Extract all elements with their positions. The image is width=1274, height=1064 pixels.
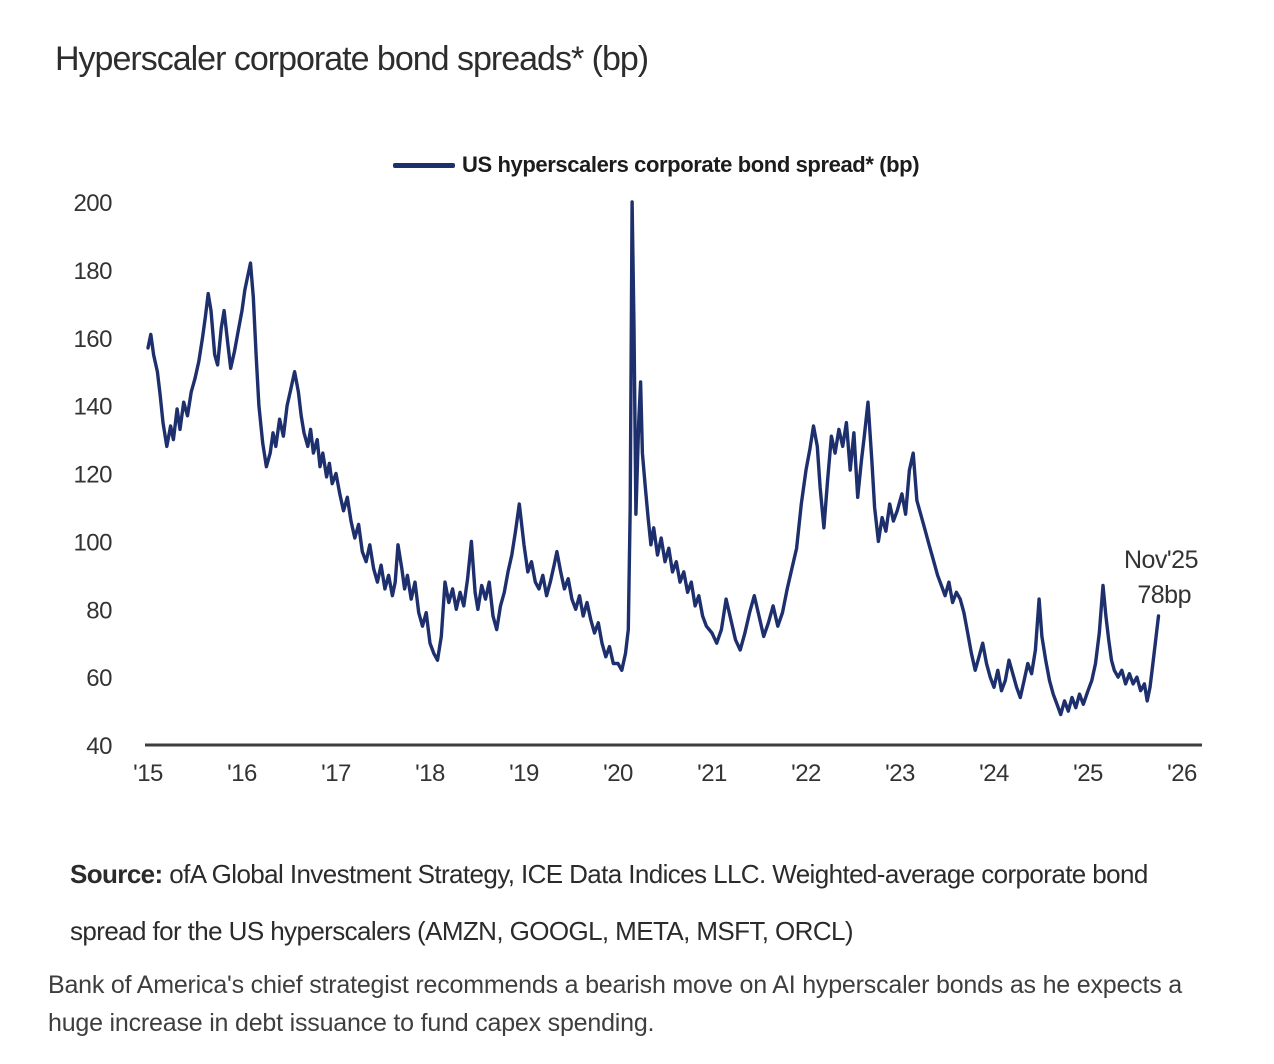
annotation-value-label: 78bp: [1137, 581, 1191, 609]
x-tick-label: '24: [979, 760, 1009, 787]
x-tick-label: '20: [603, 760, 633, 787]
x-tick-label: '16: [227, 760, 257, 787]
legend-line-swatch-icon: [393, 162, 455, 168]
y-tick-label: 120: [73, 462, 112, 489]
y-tick-label: 160: [73, 326, 112, 353]
page-title: Hyperscaler corporate bond spreads* (bp): [55, 40, 649, 78]
x-tick-label: '26: [1167, 760, 1197, 787]
y-tick-label: 40: [86, 733, 112, 760]
y-tick-label: 80: [86, 597, 112, 624]
caption-text: Bank of America's chief strategist recom…: [48, 971, 1182, 1037]
y-tick-label: 200: [73, 190, 112, 217]
source-text: ofA Global Investment Strategy, ICE Data…: [70, 859, 1148, 946]
y-tick-label: 180: [73, 258, 112, 285]
source-note: Source: ofA Global Investment Strategy, …: [70, 846, 1220, 960]
x-tick-label: '17: [321, 760, 351, 787]
legend-label: US hyperscalers corporate bond spread* (…: [462, 152, 920, 177]
x-tick-label: '18: [415, 760, 445, 787]
x-tick-label: '21: [697, 760, 727, 787]
x-tick-label: '23: [885, 760, 915, 787]
x-tick-label: '22: [791, 760, 821, 787]
annotation-date-label: Nov'25: [1124, 546, 1198, 574]
x-tick-label: '19: [509, 760, 539, 787]
chart-canvas: 200 180 160 140 120 100 80 60 40 '15 '16 '17 '18 '19 '…: [73, 190, 1202, 787]
spread-series-line: [146, 200, 1161, 717]
y-tick-label: 100: [73, 529, 112, 556]
y-tick-label: 60: [86, 665, 112, 692]
chart-legend: US hyperscalers corporate bond spread* (…: [393, 152, 920, 178]
y-tick-label: 140: [73, 394, 112, 421]
x-tick-label: '25: [1073, 760, 1103, 787]
source-label: Source:: [70, 859, 163, 889]
x-tick-label: '15: [133, 760, 163, 787]
